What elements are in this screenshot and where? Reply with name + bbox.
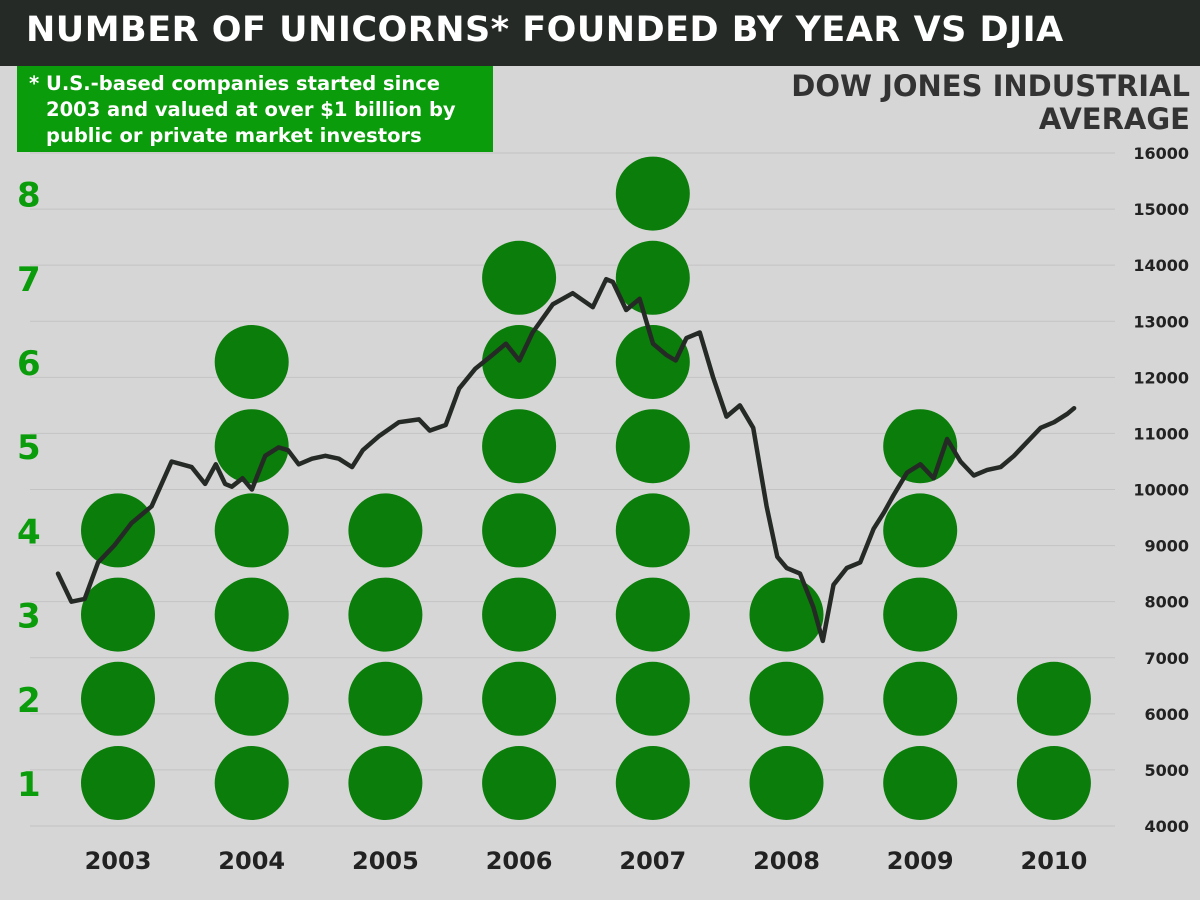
unicorn-dot (1016, 661, 1091, 736)
unicorn-dot (81, 493, 155, 568)
unicorn-dot (214, 746, 289, 820)
unicorn-dot (214, 409, 289, 484)
gridlines (30, 152, 1115, 827)
unicorn-dot (615, 240, 690, 315)
chart-title: NUMBER OF UNICORNS* FOUNDED BY YEAR VS D… (26, 10, 1064, 50)
x-axis-tick-label: 2004 (218, 847, 285, 875)
unicorn-dot (81, 661, 155, 736)
unicorn-dot (482, 409, 557, 484)
left-axis-ticks: 1 2 3 4 5 6 7 8 (17, 176, 41, 805)
unicorn-dot (214, 577, 289, 652)
unicorn-dots (81, 156, 1091, 820)
right-axis-tick-label: 4000 (1144, 817, 1189, 836)
left-axis-tick-label: 1 (17, 765, 41, 805)
left-axis-tick-label: 3 (17, 597, 41, 637)
unicorn-dot (348, 577, 423, 652)
right-axis-tick-label: 11000 (1133, 424, 1189, 443)
right-axis-tick-label: 13000 (1133, 312, 1189, 331)
unicorn-dot (615, 325, 690, 399)
right-axis-tick-label: 10000 (1133, 481, 1189, 500)
right-axis-tick-label: 8000 (1144, 593, 1189, 612)
x-axis-tick-label: 2006 (486, 847, 553, 875)
djia-line-layer (55, 276, 1077, 644)
right-axis-tick-label: 9000 (1144, 537, 1189, 556)
unicorn-dot (81, 746, 155, 820)
footnote-box: * U.S.-based companies started since 200… (17, 66, 493, 152)
unicorn-dot (883, 493, 958, 568)
right-axis-tick-label: 15000 (1133, 200, 1189, 219)
unicorn-dot (348, 493, 423, 568)
left-axis-tick-label: 5 (17, 428, 41, 468)
unicorn-dot (749, 661, 824, 736)
right-axis-tick-label: 12000 (1133, 368, 1189, 387)
x-axis-tick-label: 2010 (1021, 847, 1088, 875)
left-axis-tick-label: 7 (17, 260, 41, 300)
unicorn-dot (615, 493, 690, 568)
unicorn-dot (214, 661, 289, 736)
unicorn-dot (749, 577, 824, 652)
left-axis-tick-label: 2 (17, 681, 41, 721)
footnote-text: * U.S.-based companies started since 200… (29, 72, 456, 147)
unicorn-dot (348, 661, 423, 736)
unicorn-dot (482, 240, 557, 315)
x-axis-tick-label: 2009 (887, 847, 954, 875)
unicorn-dot (615, 577, 690, 652)
x-axis-tick-label: 2007 (619, 847, 686, 875)
right-axis-tick-label: 5000 (1144, 761, 1189, 780)
unicorn-dot (749, 746, 824, 820)
left-axis-tick-label: 4 (17, 512, 41, 552)
unicorn-dot (1016, 746, 1091, 820)
unicorn-dot (214, 325, 289, 399)
left-axis-tick-label: 8 (17, 176, 41, 216)
unicorn-dot (482, 661, 557, 736)
title-bar: NUMBER OF UNICORNS* FOUNDED BY YEAR VS D… (0, 0, 1200, 66)
right-axis-tick-label: 6000 (1144, 705, 1189, 724)
x-axis-tick-label: 2008 (753, 847, 820, 875)
unicorn-dot (482, 493, 557, 568)
unicorn-dot (482, 746, 557, 820)
unicorn-dot (615, 409, 690, 484)
x-axis-ticks: 2003 2004 2005 2006 2007 2008 2009 2010 (85, 847, 1088, 875)
unicorn-dot (81, 577, 155, 652)
unicorn-dot (883, 661, 958, 736)
left-axis-tick-label: 6 (17, 344, 41, 384)
unicorn-dot (482, 577, 557, 652)
right-axis-tick-label: 7000 (1144, 649, 1189, 668)
unicorn-dot (615, 746, 690, 820)
x-axis-tick-label: 2003 (85, 847, 152, 875)
right-axis-tick-label: 16000 (1133, 144, 1189, 163)
right-axis-tick-label: 14000 (1133, 256, 1189, 275)
right-axis-ticks: 4000 5000 6000 7000 8000 9000 10000 11000 12000 1… (1133, 144, 1189, 836)
unicorn-dot (214, 493, 289, 568)
unicorn-dot (615, 661, 690, 736)
unicorn-dot (348, 746, 423, 820)
unicorn-dot (883, 746, 958, 820)
djia-line (55, 276, 1077, 644)
unicorn-dot (615, 156, 690, 231)
unicorn-dot (883, 577, 958, 652)
x-axis-tick-label: 2005 (352, 847, 419, 875)
right-axis-title: DOW JONES INDUSTRIAL AVERAGE (791, 69, 1190, 136)
